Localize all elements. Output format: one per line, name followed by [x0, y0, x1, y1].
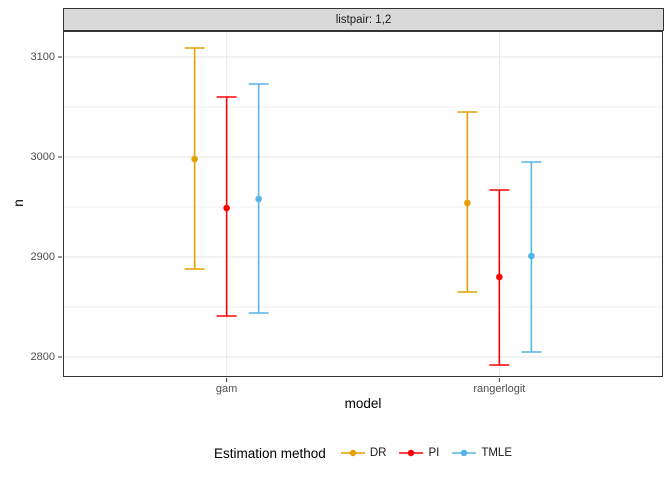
- facet-strip: listpair: 1,2: [63, 8, 664, 31]
- legend-key-icon-PI: [399, 449, 424, 457]
- point-TMLE-rangerlogit: [528, 252, 535, 260]
- point-TMLE-gam: [255, 195, 262, 203]
- point-PI-rangerlogit: [496, 273, 503, 281]
- legend-label-PI: PI: [428, 447, 440, 459]
- x-axis-title: model: [344, 396, 382, 411]
- panel-border: [63, 31, 663, 377]
- legend-item-TMLE: TMLE: [451, 445, 512, 461]
- point-DR-rangerlogit: [464, 199, 471, 207]
- legend: Estimation method DR PI TMLE: [63, 441, 663, 465]
- legend-key-icon-TMLE: [452, 449, 477, 457]
- y-tick-label-2800: 2800: [30, 351, 55, 363]
- y-tick-label-3000: 3000: [30, 151, 55, 163]
- x-tick-label-gam: gam: [215, 383, 238, 395]
- legend-key-icon-DR: [340, 449, 365, 457]
- point-DR-gam: [191, 155, 198, 163]
- legend-title: Estimation method: [214, 445, 326, 461]
- plot-panel: [58, 31, 663, 382]
- y-axis-title: n: [10, 199, 26, 207]
- legend-label-TMLE: TMLE: [481, 447, 512, 459]
- facet-strip-label: listpair: 1,2: [335, 13, 392, 26]
- x-tick-label-rangerlogit: rangerlogit: [473, 383, 526, 395]
- y-tick-label-3100: 3100: [30, 51, 55, 63]
- legend-item-PI: PI: [398, 445, 439, 461]
- point-PI-gam: [223, 204, 230, 212]
- legend-item-DR: DR: [340, 445, 387, 461]
- legend-items: DR PI TMLE: [340, 445, 512, 461]
- legend-label-DR: DR: [369, 447, 387, 459]
- y-tick-label-2900: 2900: [30, 251, 55, 263]
